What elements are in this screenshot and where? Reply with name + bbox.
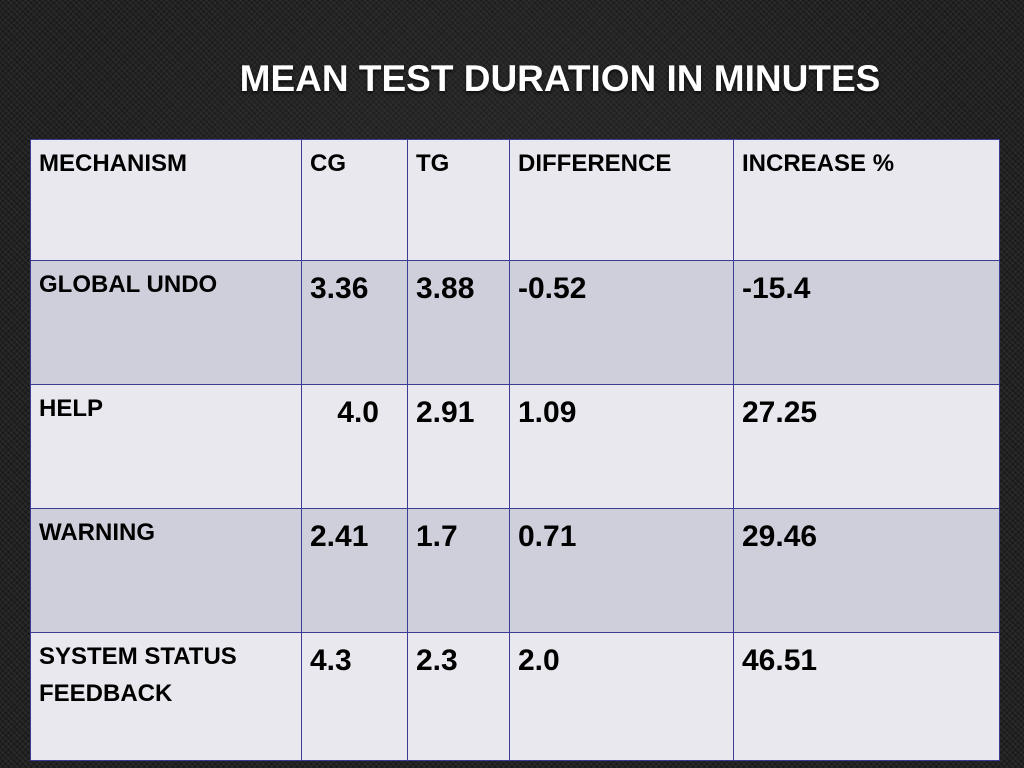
difference-cell: 2.0 [509,632,734,761]
increase-cell: 46.51 [733,632,1000,761]
header-increase: INCREASE % [733,139,1000,261]
tg-cell: 2.3 [407,632,510,761]
cg-cell: 2.41 [301,508,408,633]
duration-table: MECHANISM CG TG DIFFERENCE INCREASE % GL… [30,139,1000,761]
increase-cell: 29.46 [733,508,1000,633]
table-row: SYSTEM STATUS FEEDBACK 4.3 2.3 2.0 46.51 [30,632,1000,761]
header-cg: CG [301,139,408,261]
difference-cell: 0.71 [509,508,734,633]
mechanism-cell: HELP [30,384,302,509]
table-row: GLOBAL UNDO 3.36 3.88 -0.52 -15.4 [30,260,1000,385]
tg-cell: 3.88 [407,260,510,385]
cg-cell: 3.36 [301,260,408,385]
difference-cell: -0.52 [509,260,734,385]
header-difference: DIFFERENCE [509,139,734,261]
header-tg: TG [407,139,510,261]
difference-cell: 1.09 [509,384,734,509]
tg-cell: 2.91 [407,384,510,509]
increase-cell: -15.4 [733,260,1000,385]
table-row: HELP 4.0 2.91 1.09 27.25 [30,384,1000,509]
cg-cell: 4.3 [301,632,408,761]
mechanism-cell: SYSTEM STATUS FEEDBACK [30,632,302,761]
table-header-row: MECHANISM CG TG DIFFERENCE INCREASE % [30,139,1000,261]
slide-title: MEAN TEST DURATION IN MINUTES [239,58,881,99]
table-row: WARNING 2.41 1.7 0.71 29.46 [30,508,1000,633]
increase-cell: 27.25 [733,384,1000,509]
mechanism-cell: GLOBAL UNDO [30,260,302,385]
cg-cell: 4.0 [301,384,408,509]
mechanism-cell: WARNING [30,508,302,633]
header-mechanism: MECHANISM [30,139,302,261]
tg-cell: 1.7 [407,508,510,633]
